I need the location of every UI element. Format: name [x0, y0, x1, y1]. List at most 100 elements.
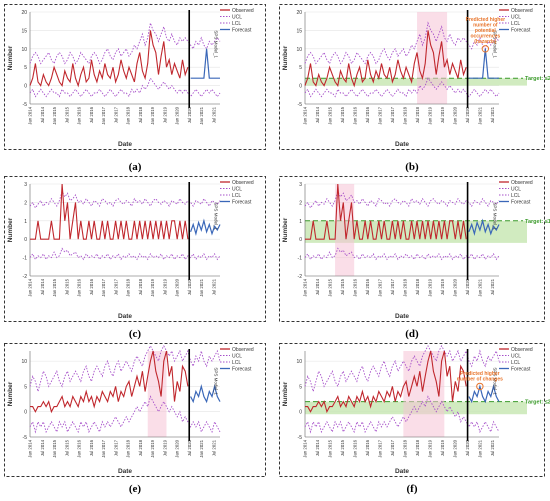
panel-frame: [279, 4, 545, 150]
x-tick-label: Jul 2017: [113, 439, 118, 456]
x-tick-label: Jul 2016: [365, 439, 370, 456]
legend-label: Observed: [232, 8, 254, 14]
x-tick-label: Jul 2016: [89, 106, 94, 123]
x-tick-label: Jul 2017: [113, 106, 118, 123]
x-tick-label: Jan 2020: [175, 106, 180, 124]
x-tick-label: Jan 2016: [353, 278, 358, 296]
legend-label: UCL: [511, 15, 521, 21]
panel-frame: [4, 343, 266, 477]
ucl-series: [29, 21, 221, 65]
panel-d-chart: -2 -1 0 1 2 3 Target: ≤1 SPS Model_1 Jan 2014 Jul…: [279, 176, 550, 322]
legend-label: Forecast: [232, 200, 252, 206]
x-axis-label: Date: [118, 313, 132, 320]
x-tick-label: Jan 2021: [478, 439, 483, 457]
annotation-text: number of: [473, 22, 498, 28]
x-tick-label: Jul 2016: [365, 106, 370, 123]
lcl-series: [29, 395, 221, 434]
x-tick-label: Jan 2014: [28, 278, 33, 296]
x-tick-label: Jul 2015: [340, 106, 345, 123]
x-tick-label: Jul 2016: [365, 278, 370, 295]
y-tick-label: 0: [24, 237, 27, 243]
y-axis-label: Number: [282, 381, 289, 406]
ucl-series: [304, 190, 500, 209]
x-tick-label: Jan 2017: [101, 439, 106, 457]
x-tick-label: Jan 2021: [199, 106, 204, 124]
x-tick-label: Jul 2017: [390, 439, 395, 456]
forecast-axis-label: SPS Model_1: [214, 202, 219, 230]
observed-series: [29, 30, 189, 88]
x-tick-label: Jul 2015: [340, 278, 345, 295]
legend-label: LCL: [232, 193, 241, 199]
legend-label: Observed: [511, 8, 533, 14]
x-tick-label: Jan 2019: [428, 278, 433, 296]
x-tick-label: Jan 2020: [175, 278, 180, 296]
legend-label: Observed: [232, 180, 254, 186]
x-tick-label: Jul 2019: [162, 439, 167, 456]
x-tick-label: Jul 2021: [211, 106, 216, 123]
x-tick-label: Jul 2019: [440, 106, 445, 123]
forecast-series: [190, 48, 220, 79]
panel-f-label: (f): [406, 483, 418, 495]
x-axis-label: Date: [118, 468, 132, 475]
panel-e-label: (e): [128, 483, 142, 495]
observed-series: [30, 350, 189, 414]
target-band: [305, 78, 527, 86]
forecast-axis-label: SPS Model_1: [214, 30, 219, 58]
x-tick-label: Jan 2020: [175, 439, 180, 457]
legend-label: Forecast: [511, 200, 531, 206]
y-tick-label: 3: [299, 182, 302, 188]
x-axis-label: Date: [118, 141, 132, 148]
panel-a-chart: -5 0 5 10 15 20 SPS Model_1 Jan 2014 Jul 2014 Jan…: [4, 4, 266, 150]
legend-label: Observed: [511, 180, 533, 186]
ucl-series: [29, 190, 221, 209]
panel-a: -5 0 5 10 15 20 SPS Model_1 Jan 2014 Jul 2014 Jan…: [4, 4, 266, 173]
legend-label: LCL: [511, 360, 520, 366]
y-tick-label: -5: [23, 435, 28, 441]
x-tick-label: Jul 2018: [415, 439, 420, 456]
x-tick-label: Jan 2019: [428, 106, 433, 124]
x-tick-label: Jan 2021: [478, 278, 483, 296]
panel-c: -2 -1 0 1 2 3 SPS Model_1 Jan 2014 Jul 2014 Jan 2…: [4, 176, 266, 340]
panel-b-label: (b): [405, 161, 419, 173]
y-tick-label: 1: [299, 219, 302, 225]
y-axis-label: Number: [7, 45, 14, 70]
x-tick-label: Jan 2020: [453, 106, 458, 124]
x-tick-label: Jul 2018: [415, 106, 420, 123]
lcl-series: [304, 395, 500, 434]
x-tick-label: Jan 2014: [28, 439, 33, 457]
x-tick-label: Jan 2017: [378, 439, 383, 457]
x-tick-label: Jan 2016: [77, 106, 82, 124]
panel-frame: [279, 176, 545, 322]
x-tick-label: Jan 2015: [328, 439, 333, 457]
annotation-text: occurrences: [470, 33, 500, 39]
x-tick-label: Jan 2016: [353, 106, 358, 124]
highlight-region: [417, 12, 448, 104]
annotation-marker: [476, 382, 484, 391]
ucl-series: [304, 21, 500, 65]
y-tick-label: 0: [299, 237, 302, 243]
x-tick-label: Jan 2018: [403, 278, 408, 296]
x-tick-label: Jul 2017: [113, 278, 118, 295]
lcl-series: [29, 77, 221, 98]
legend-label: Forecast: [232, 367, 252, 373]
x-tick-label: Jan 2019: [150, 278, 155, 296]
forecast-axis-label: SPS Model_1: [214, 367, 219, 395]
x-tick-label: Jan 2015: [52, 278, 57, 296]
x-tick-label: Jul 2021: [490, 439, 495, 456]
y-axis-label: Number: [282, 217, 289, 242]
x-tick-label: Jul 2014: [315, 439, 320, 456]
annotation-text: Predicted higher: [466, 17, 506, 23]
legend-label: Forecast: [232, 28, 252, 34]
x-tick-label: Jul 2014: [315, 278, 320, 295]
annotation-text: potential: [475, 28, 496, 34]
observed-series: [304, 30, 467, 88]
x-axis-label: Date: [395, 313, 409, 320]
legend-label: UCL: [232, 15, 242, 21]
y-tick-label: -5: [298, 435, 303, 441]
x-tick-label: Jan 2020: [453, 439, 458, 457]
annotation-text: (hazards): [474, 39, 497, 45]
y-tick-label: 2: [24, 200, 27, 206]
x-tick-label: Jul 2021: [490, 278, 495, 295]
y-tick-label: -5: [23, 102, 28, 108]
x-tick-label: Jan 2017: [101, 278, 106, 296]
